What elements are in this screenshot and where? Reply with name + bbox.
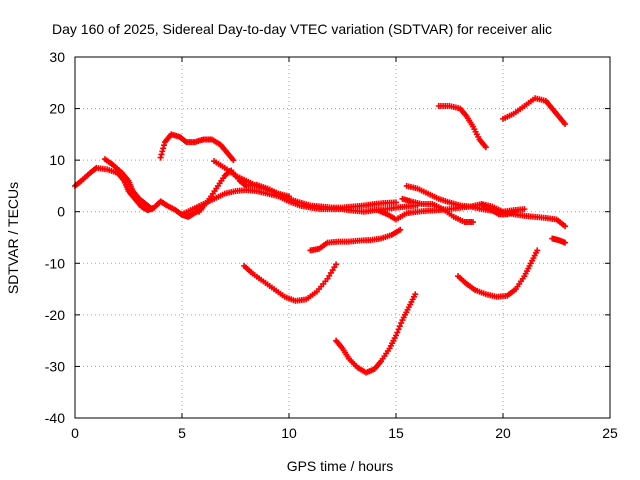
data-point <box>521 206 528 213</box>
data-point <box>482 144 489 151</box>
data-point <box>412 291 419 298</box>
plot-frame <box>74 56 611 419</box>
data-point <box>161 142 168 149</box>
x-tick-label: 10 <box>281 425 297 441</box>
data-point <box>562 121 569 128</box>
data-point <box>157 154 164 161</box>
data-point <box>512 208 519 215</box>
x-tick-label: 5 <box>178 425 186 441</box>
data-series-7 <box>241 261 340 304</box>
x-tick-label: 20 <box>495 425 511 441</box>
data-point <box>470 219 477 226</box>
data-series-9 <box>333 291 419 376</box>
axis-ticks: 0 5 10 15 20 25 -40 -30 -20 -10 0 10 20 30 <box>45 49 618 441</box>
x-tick-label: 25 <box>602 425 618 441</box>
chart-title: Day 160 of 2025, Sidereal Day-to-day VTE… <box>52 21 552 37</box>
data-point <box>286 193 292 200</box>
data-point <box>393 199 399 206</box>
data-series-17 <box>549 235 569 246</box>
data-series-14 <box>455 247 541 300</box>
data-series-2 <box>101 156 156 213</box>
data-point <box>396 323 403 330</box>
data-point <box>398 320 405 327</box>
y-tick-label: -10 <box>45 255 65 271</box>
data-series-8 <box>307 226 404 254</box>
data-point <box>333 261 340 268</box>
data-series-12 <box>399 195 477 226</box>
y-tick-label: 30 <box>49 49 65 65</box>
data-series-6 <box>211 158 292 200</box>
data-point <box>562 223 569 230</box>
data-series-1 <box>72 164 205 220</box>
data-series <box>72 95 569 376</box>
data-series-15 <box>478 200 519 218</box>
data-point <box>160 145 167 152</box>
x-axis-label: GPS time / hours <box>287 458 394 474</box>
data-point <box>393 332 399 339</box>
y-axis-label: SDTVAR / TECUs <box>5 182 21 294</box>
data-point <box>159 148 166 155</box>
y-tick-label: -40 <box>45 410 65 426</box>
data-point <box>534 247 541 254</box>
y-tick-label: 10 <box>49 152 65 168</box>
y-tick-label: 0 <box>57 204 65 220</box>
data-point <box>397 226 404 233</box>
y-tick-label: 20 <box>49 101 65 117</box>
data-series-13 <box>435 102 489 151</box>
data-point <box>230 157 237 164</box>
data-point <box>394 329 401 336</box>
grid-lines <box>75 57 610 418</box>
data-series-3 <box>157 131 237 164</box>
x-tick-label: 0 <box>71 425 79 441</box>
x-tick-label: 15 <box>388 425 404 441</box>
y-tick-label: -20 <box>45 307 65 323</box>
y-tick-label: -30 <box>45 358 65 374</box>
data-point <box>158 151 165 158</box>
data-series-16 <box>500 95 569 128</box>
data-point <box>395 326 402 333</box>
data-point <box>562 239 569 246</box>
data-point <box>149 206 156 213</box>
